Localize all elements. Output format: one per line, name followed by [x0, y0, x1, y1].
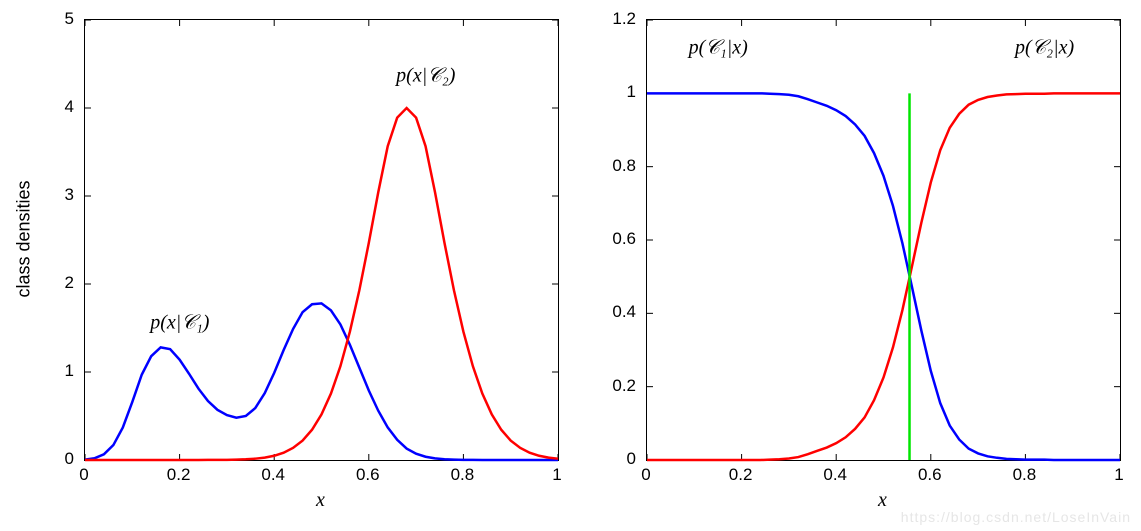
- left-xlabel: x: [316, 489, 325, 512]
- xtick-label: 0: [641, 465, 650, 485]
- ytick-label: 0.2: [612, 376, 636, 396]
- xtick-label: 0.8: [1013, 465, 1037, 485]
- xtick-label: 0.6: [356, 465, 380, 485]
- watermark-text: https://blog.csdn.net/LoseInVain: [901, 509, 1131, 525]
- ytick-label: 3: [65, 185, 74, 205]
- xtick-label: 1: [552, 465, 561, 485]
- ytick-label: 2: [65, 273, 74, 293]
- xtick-label: 0.6: [918, 465, 942, 485]
- ytick-label: 0.6: [612, 229, 636, 249]
- left-plot-area: [84, 19, 559, 461]
- ytick-label: 1.2: [612, 9, 636, 29]
- right-chart-svg: [647, 20, 1120, 460]
- curve-p(x|C2): [85, 108, 558, 460]
- ytick-label: 0.8: [612, 156, 636, 176]
- xtick-label: 1: [1114, 465, 1123, 485]
- ytick-label: 0.4: [612, 302, 636, 322]
- left-chart-svg: [85, 20, 558, 460]
- xtick-label: 0.2: [729, 465, 753, 485]
- ytick-label: 5: [65, 9, 74, 29]
- xtick-label: 0: [79, 465, 88, 485]
- xtick-label: 0.8: [451, 465, 475, 485]
- ytick-label: 4: [65, 97, 74, 117]
- left-ylabel: class densities: [14, 180, 35, 297]
- ytick-label: 0: [627, 449, 636, 469]
- right-plot-area: [646, 19, 1121, 461]
- ytick-label: 1: [65, 361, 74, 381]
- xtick-label: 0.2: [167, 465, 191, 485]
- annotation: p(x|𝒞₁): [150, 311, 209, 334]
- annotation: p(𝒞₁|x): [689, 37, 748, 60]
- xtick-label: 0.4: [823, 465, 847, 485]
- xtick-label: 0.4: [261, 465, 285, 485]
- ytick-label: 0: [65, 449, 74, 469]
- figure: class densities x x https://blog.csdn.ne…: [0, 0, 1141, 531]
- annotation: p(𝒞₂|x): [1015, 37, 1074, 60]
- curve-p(C1|x): [647, 93, 1120, 460]
- annotation: p(x|𝒞₂): [396, 65, 455, 88]
- curve-p(C2|x): [647, 93, 1120, 460]
- right-xlabel: x: [878, 489, 887, 512]
- ytick-label: 1: [627, 82, 636, 102]
